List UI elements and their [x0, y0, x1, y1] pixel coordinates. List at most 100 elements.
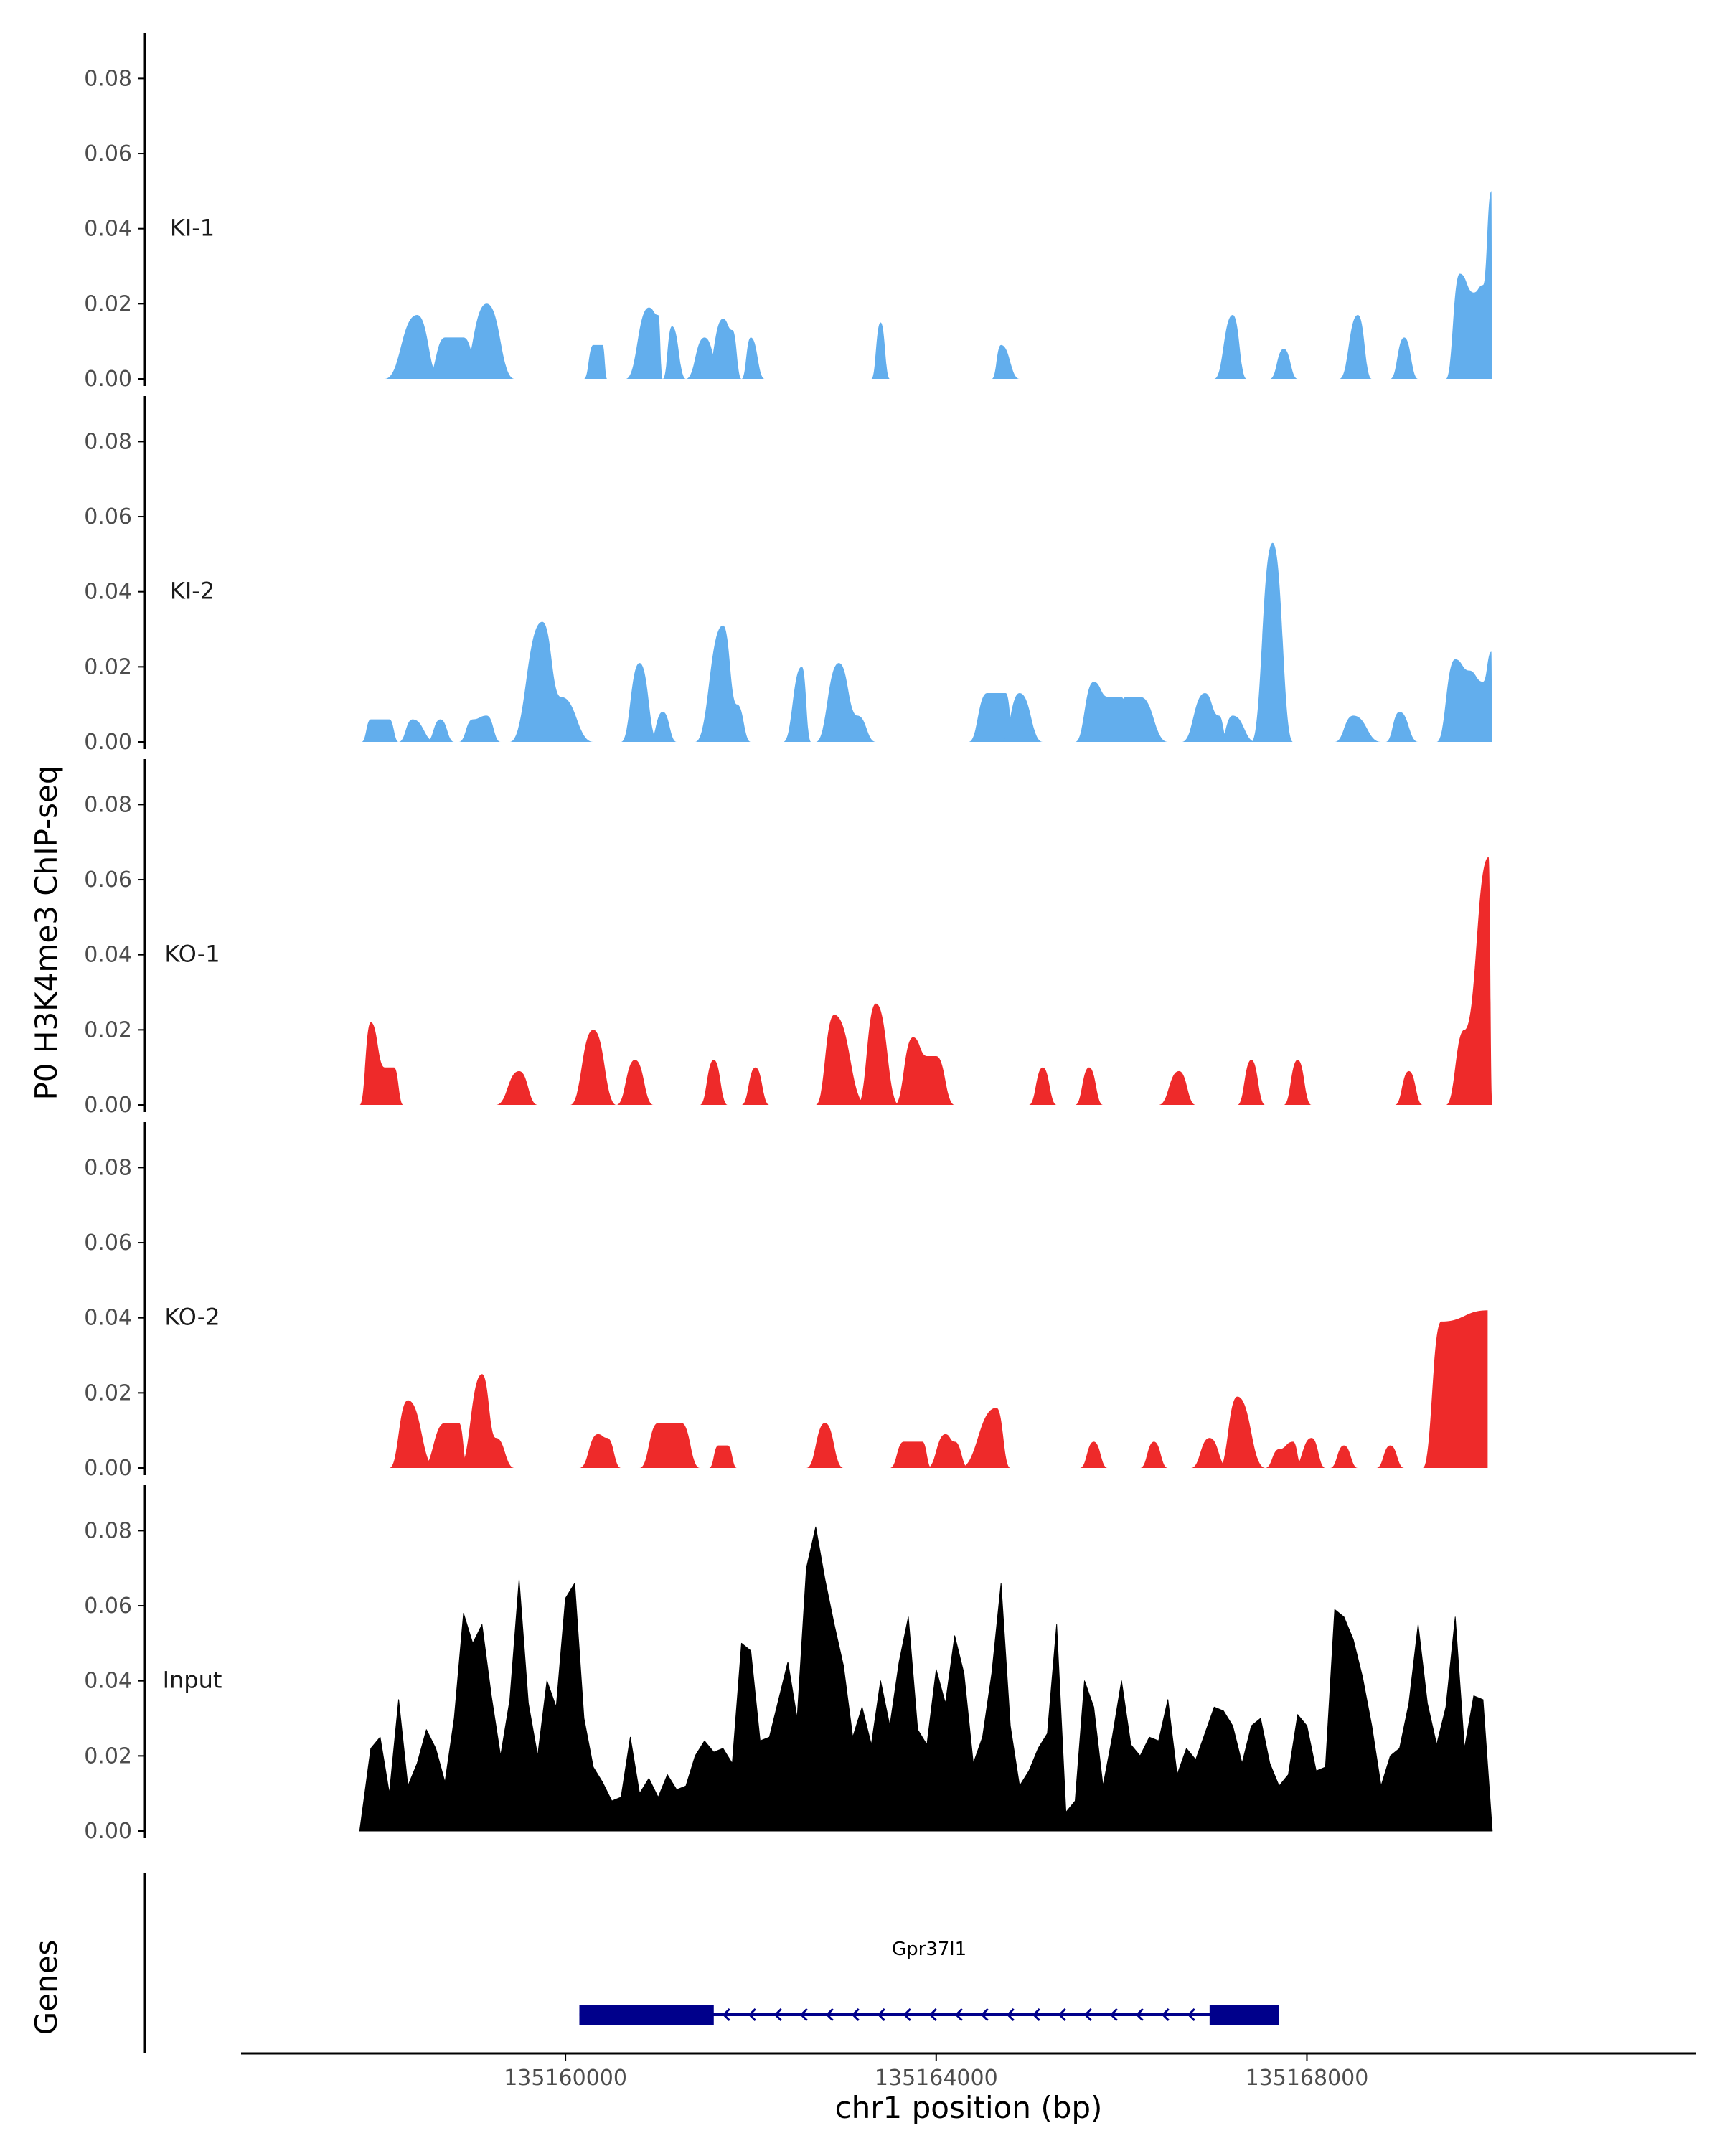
signal-peak: [458, 1374, 515, 1468]
x-axis-title: chr1 position (bp): [835, 2090, 1103, 2125]
signal-peak: [616, 1060, 654, 1105]
signal-peak: [1191, 1438, 1228, 1468]
signal-peak: [1218, 715, 1256, 742]
y-tick-label: 0.06: [84, 141, 132, 166]
signal-peak: [695, 625, 751, 742]
y-tick-label: 0.04: [84, 943, 132, 968]
signal-peak: [1376, 1445, 1405, 1468]
signal-peak: [583, 344, 608, 379]
signal-peak: [421, 1423, 469, 1468]
track-label: KO-1: [164, 941, 220, 968]
signal-peak: [359, 1022, 404, 1105]
signal-peak: [626, 307, 663, 379]
signal-peak: [894, 1037, 955, 1105]
strand-arrow-icon: [877, 2007, 885, 2022]
y-tick-label: 0.00: [84, 367, 132, 392]
track-label: KI-1: [170, 215, 215, 242]
signal-peak: [700, 1060, 728, 1105]
y-tick-label: 0.08: [84, 1518, 132, 1543]
y-tick-label: 0.06: [84, 1230, 132, 1256]
gene-exon: [579, 2005, 714, 2025]
y-tick-label: 0.00: [84, 1456, 132, 1481]
strand-arrow-icon: [954, 2007, 963, 2022]
signal-peak: [1395, 1070, 1423, 1105]
y-tick-label: 0.04: [84, 1669, 132, 1694]
signal-peak: [570, 1030, 617, 1105]
signal-peak: [1330, 1445, 1358, 1468]
signal-peak: [1218, 1396, 1266, 1468]
signal-peak: [1214, 315, 1247, 379]
signal-peak: [1422, 1310, 1488, 1468]
strand-arrow-icon: [851, 2007, 860, 2022]
y-tick-label: 0.02: [84, 1017, 132, 1042]
track-label: Input: [163, 1667, 222, 1694]
signal-peak: [385, 315, 441, 379]
y-axis-title: P0 H3K4me3 ChIP-seq: [29, 765, 64, 1100]
strand-arrow-icon: [980, 2007, 989, 2022]
signal-peak: [1446, 857, 1492, 1105]
gene-model: Gpr37l1: [579, 1939, 1279, 2025]
signal-peak: [1284, 1060, 1312, 1105]
signal-peak: [890, 1441, 932, 1468]
strand-arrow-icon: [1109, 2007, 1118, 2022]
strand-arrow-icon: [748, 2007, 756, 2022]
signal-peak: [815, 1015, 867, 1105]
signal-peak: [426, 719, 455, 742]
signal-peak: [458, 715, 501, 742]
y-tick-label: 0.06: [84, 504, 132, 529]
signal-peak: [992, 344, 1020, 379]
signal-peak: [1293, 1438, 1326, 1468]
signal-peak: [709, 1445, 738, 1468]
track-label: KO-2: [164, 1304, 220, 1331]
y-tick-label: 0.00: [84, 1093, 132, 1118]
track-ki-1: 0.00 0.02 0.04 0.06 0.08 KI-1: [84, 33, 1492, 392]
signal-peak: [579, 1434, 621, 1468]
track-input: 0.00 0.02 0.04 0.06 0.08 Input: [84, 1485, 1493, 1844]
signal-peak: [1237, 1060, 1266, 1105]
signal-peak: [1251, 542, 1294, 742]
signal-peak: [926, 1434, 969, 1468]
signal-peak: [1107, 697, 1168, 742]
genes-track-title: Genes: [29, 1940, 64, 2035]
signal-peak: [857, 1003, 900, 1105]
y-tick-label: 0.06: [84, 867, 132, 893]
x-axis: 135160000 135164000 135168000: [241, 2052, 1696, 2091]
input-signal-area: [359, 1526, 1493, 1832]
signal-peak: [1265, 1441, 1302, 1468]
signal-peak: [398, 719, 436, 742]
strand-arrow-icon: [799, 2007, 808, 2022]
track-ko-2: 0.00 0.02 0.04 0.06 0.08 KO-2: [84, 1122, 1488, 1481]
signal-peak: [1436, 651, 1492, 742]
x-tick-label: 135164000: [875, 2066, 998, 2091]
strand-arrow-icon: [1032, 2007, 1040, 2022]
signal-peak: [639, 1423, 700, 1468]
signal-peak: [1335, 715, 1381, 742]
signal-peak: [1075, 1067, 1104, 1105]
x-tick-label: 135168000: [1246, 2066, 1369, 2091]
signal-peak: [1182, 693, 1228, 742]
track-ki-2: 0.00 0.02 0.04 0.06 0.08 KI-2: [84, 396, 1492, 755]
gene-name-label: Gpr37l1: [892, 1939, 966, 1960]
y-tick-label: 0.04: [84, 1306, 132, 1331]
strand-arrow-icon: [1161, 2007, 1170, 2022]
signal-peak: [1001, 693, 1043, 742]
signal-peak: [509, 621, 593, 742]
y-tick-label: 0.00: [84, 730, 132, 755]
signal-peak: [1080, 1441, 1108, 1468]
signal-peak: [1029, 1067, 1057, 1105]
signal-peak: [389, 1400, 436, 1468]
track-ko-1: 0.00 0.02 0.04 0.06 0.08 KO-1: [84, 759, 1492, 1118]
signal-peak: [704, 319, 742, 379]
strand-arrow-icon: [928, 2007, 937, 2022]
y-tick-label: 0.08: [84, 66, 132, 91]
y-tick-label: 0.02: [84, 654, 132, 679]
strand-arrow-icon: [1135, 2007, 1144, 2022]
signal-peak: [741, 1067, 770, 1105]
y-tick-label: 0.02: [84, 1380, 132, 1406]
signal-peak: [783, 667, 811, 742]
strand-arrow-icon: [1006, 2007, 1015, 2022]
y-tick-label: 0.08: [84, 429, 132, 454]
y-tick-label: 0.00: [84, 1819, 132, 1844]
strand-arrow-icon: [773, 2007, 782, 2022]
